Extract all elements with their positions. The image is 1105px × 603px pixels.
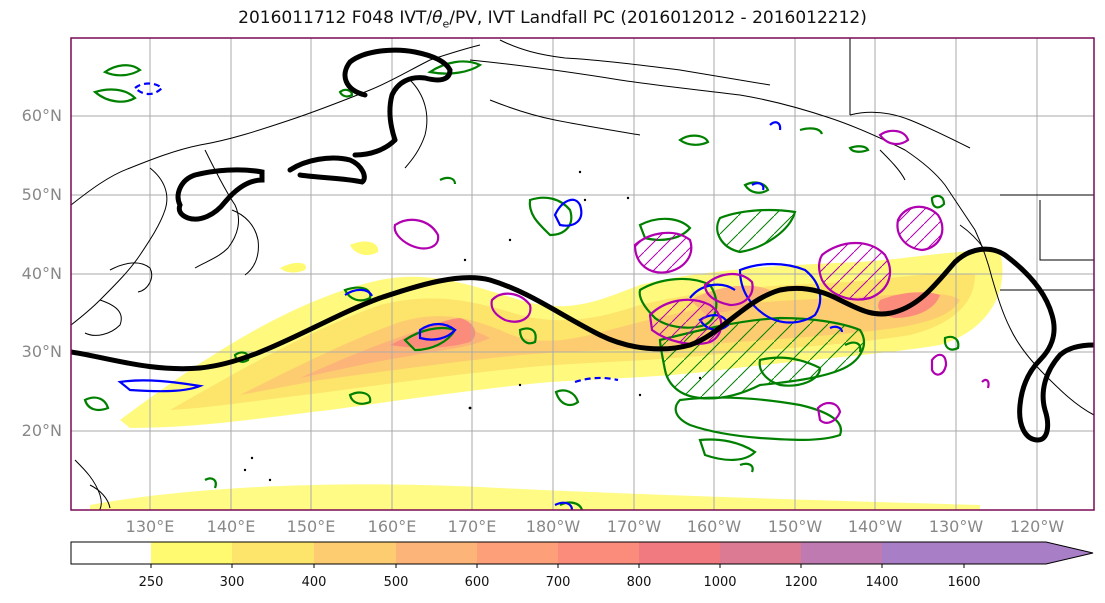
lon-label-170e: 170°E xyxy=(447,517,497,536)
colorbar-segment-9 xyxy=(801,542,882,564)
lat-label-60n: 60°N xyxy=(21,106,62,125)
colorbar-segment-10 xyxy=(882,542,964,564)
colorbar-segment-4 xyxy=(396,542,477,564)
colorbar-tick-label: 400 xyxy=(301,575,327,590)
colorbar-segment-7 xyxy=(639,542,720,564)
colorbar-tick-label: 600 xyxy=(464,575,490,590)
colorbar-tick-label: 1400 xyxy=(865,575,899,590)
lon-label-160e: 160°E xyxy=(367,517,417,536)
colorbar-tick-label: 500 xyxy=(383,575,409,590)
lon-label-180w: 180°W xyxy=(525,517,581,536)
colorbar-extend-arrow xyxy=(964,542,1093,564)
lon-label-150w: 150°W xyxy=(767,517,823,536)
colorbar-tick-label: 300 xyxy=(219,575,245,590)
lon-label-120w: 120°W xyxy=(1009,517,1065,536)
lon-label-140w: 140°W xyxy=(847,517,903,536)
lat-label-20n: 20°N xyxy=(21,421,62,440)
colorbar-segment-6 xyxy=(558,542,639,564)
colorbar-tick-label: 1200 xyxy=(784,575,818,590)
colorbar-segment-3 xyxy=(314,542,396,564)
lon-label-150e: 150°E xyxy=(286,517,336,536)
colorbar-tick-label: 1000 xyxy=(703,575,737,590)
map-frame xyxy=(70,37,1095,511)
theta-e-contours xyxy=(83,60,960,510)
colorbar-segment-1 xyxy=(151,542,232,564)
lon-label-160w: 160°W xyxy=(686,517,742,536)
lon-label-170w: 170°W xyxy=(606,517,662,536)
lon-label-130e: 130°E xyxy=(125,517,175,536)
pv-thick-contour xyxy=(71,47,1094,443)
colorbar-tick-label: 800 xyxy=(626,575,652,590)
lon-label-140e: 140°E xyxy=(206,517,256,536)
coastlines xyxy=(71,38,1094,510)
lat-label-50n: 50°N xyxy=(21,185,62,204)
colorbar-segment-8 xyxy=(720,542,801,564)
colorbar-tick-label: 250 xyxy=(138,575,164,590)
lat-label-40n: 40°N xyxy=(21,264,62,283)
map-panel xyxy=(71,38,1094,510)
colorbar-segment-2 xyxy=(232,542,314,564)
colorbar xyxy=(70,541,1094,568)
colorbar-tick-label: 700 xyxy=(545,575,571,590)
colorbar-tick-label: 1600 xyxy=(947,575,981,590)
lat-label-30n: 30°N xyxy=(21,342,62,361)
lon-label-130w: 130°W xyxy=(928,517,984,536)
colorbar-segment-0 xyxy=(71,542,151,564)
colorbar-segment-5 xyxy=(477,542,558,564)
map-title: 2016011712 F048 IVT/θe/PV, IVT Landfall … xyxy=(238,8,867,31)
